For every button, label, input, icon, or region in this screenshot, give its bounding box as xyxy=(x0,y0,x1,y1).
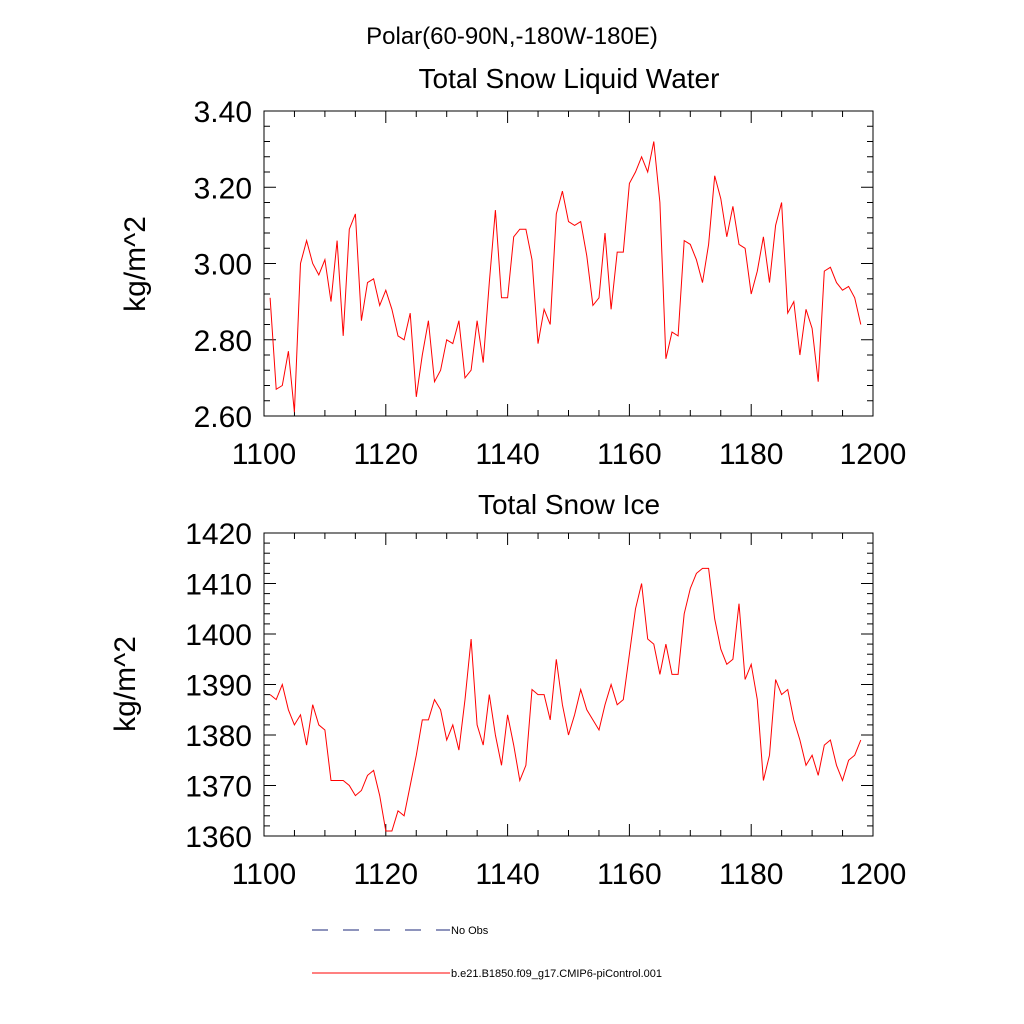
x-tick-label: 1140 xyxy=(475,858,540,891)
y-tick-label: 2.80 xyxy=(194,325,252,358)
chart-title: Total Snow Ice xyxy=(478,489,660,520)
x-tick-label: 1100 xyxy=(232,438,297,471)
y-tick-label: 1420 xyxy=(185,518,252,551)
x-tick-label: 1200 xyxy=(840,438,907,471)
y-tick-label: 3.20 xyxy=(194,172,252,205)
x-tick-label: 1160 xyxy=(597,858,662,891)
x-tick-label: 1120 xyxy=(354,438,419,471)
y-tick-label: 1360 xyxy=(185,821,252,854)
y-tick-label: 1380 xyxy=(185,720,252,753)
page-title: Polar(60-90N,-180W-180E) xyxy=(366,23,658,50)
x-tick-label: 1140 xyxy=(475,438,540,471)
y-tick-label: 2.60 xyxy=(194,401,252,434)
x-tick-label: 1200 xyxy=(840,858,907,891)
x-tick-label: 1160 xyxy=(597,438,662,471)
y-axis-label: kg/m^2 xyxy=(119,216,152,312)
legend-label-no-obs: No Obs xyxy=(451,925,489,937)
x-tick-label: 1180 xyxy=(719,858,784,891)
y-tick-label: 3.40 xyxy=(194,96,252,129)
y-tick-label: 1400 xyxy=(185,619,252,652)
y-tick-label: 1390 xyxy=(185,670,252,703)
y-tick-label: 1370 xyxy=(185,771,252,804)
plot-frame xyxy=(263,110,874,417)
y-tick-label: 1410 xyxy=(185,569,252,602)
x-tick-label: 1180 xyxy=(719,438,784,471)
chart-snow-ice: Total Snow Ice kg/m^2 1100 1120 1140 1160 11… xyxy=(109,489,906,891)
y-tick-label: 3.00 xyxy=(194,249,252,282)
series-line xyxy=(269,567,862,832)
series-line xyxy=(269,141,862,413)
chart-title: Total Snow Liquid Water xyxy=(419,63,720,94)
plot-frame xyxy=(263,532,874,837)
x-tick-label: 1100 xyxy=(232,858,297,891)
legend-label-model: b.e21.B1850.f09_g17.CMIP6-piControl.001 xyxy=(451,968,662,980)
y-axis-label: kg/m^2 xyxy=(109,636,142,732)
chart-liquid-water: Total Snow Liquid Water kg/m^2 1100 1120 1… xyxy=(119,63,906,471)
x-tick-label: 1120 xyxy=(354,858,419,891)
legend: No Obs b.e21.B1850.f09_g17.CMIP6-piContr… xyxy=(312,925,662,980)
